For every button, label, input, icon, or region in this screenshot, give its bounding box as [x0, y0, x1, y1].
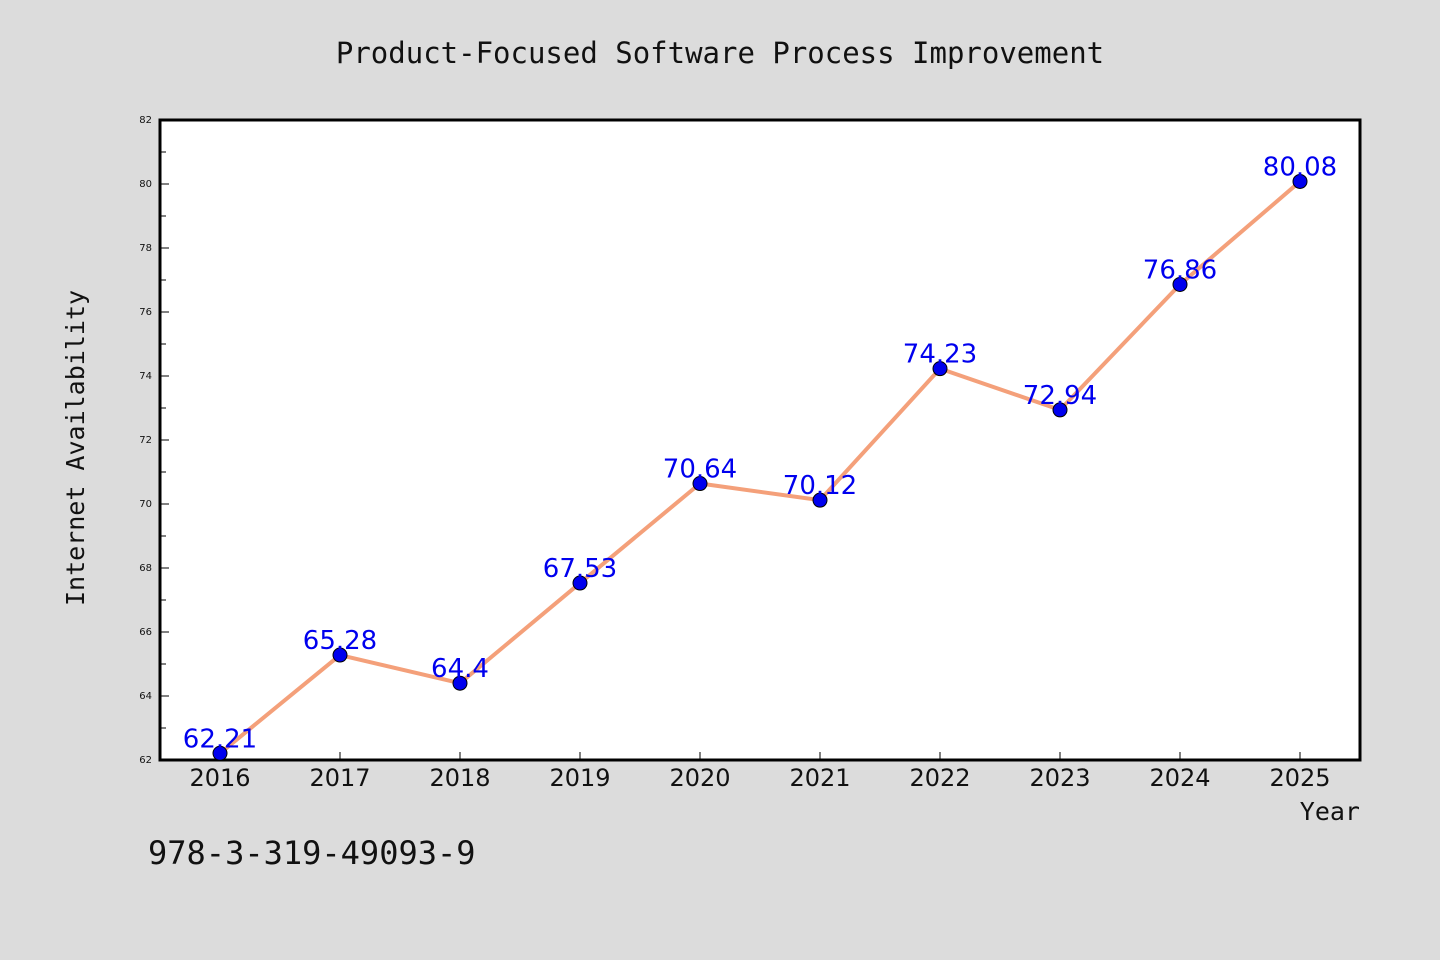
- y-tick-label: 68: [139, 563, 152, 574]
- data-point: [452, 675, 468, 691]
- x-tick-label: 2020: [669, 764, 730, 792]
- x-axis-label: Year: [1300, 797, 1360, 826]
- data-point: [812, 492, 828, 508]
- y-tick-label: 74: [139, 371, 152, 382]
- x-tick-label: 2017: [309, 764, 370, 792]
- data-label: 76.86: [1143, 255, 1217, 285]
- y-tick-label: 78: [139, 243, 152, 254]
- x-tick-label: 2023: [1029, 764, 1090, 792]
- x-axis: 2016 2017 2018 2019 2020 2021 2022 2023 2024 2025: [189, 752, 1331, 792]
- data-label: 72.94: [1023, 381, 1097, 411]
- data-label: 65.28: [303, 626, 377, 656]
- data-point: [1172, 276, 1188, 292]
- y-tick-label: 80: [139, 179, 152, 190]
- y-tick-label: 76: [139, 307, 152, 318]
- y-tick-label: 62: [139, 755, 152, 766]
- y-tick-label: 70: [139, 499, 152, 510]
- y-axis: 62 64 66 68 70 72 74 76 78 80 82: [139, 115, 169, 766]
- series-line-group: [218, 179, 1302, 755]
- x-tick-label: 2018: [429, 764, 490, 792]
- data-point: [932, 361, 948, 377]
- data-label: 64.4: [431, 654, 489, 684]
- data-labels: 62.21 65.28 64.4 67.53 70.64 70.12 74.23 72.94 7…: [183, 152, 1337, 754]
- plot-area: [158, 118, 1362, 762]
- data-label: 70.64: [663, 455, 737, 485]
- data-markers: [212, 173, 1308, 761]
- y-axis-label: Internet Availability: [61, 290, 90, 606]
- y-tick-label: 82: [139, 115, 152, 126]
- x-tick-label: 2024: [1149, 764, 1210, 792]
- data-point: [692, 476, 708, 492]
- x-tick-label: 2022: [909, 764, 970, 792]
- x-tick-label: 2016: [189, 764, 250, 792]
- data-label: 70.12: [783, 471, 857, 501]
- chart-title: Product-Focused Software Process Improve…: [336, 36, 1104, 70]
- x-tick-label: 2025: [1269, 764, 1330, 792]
- data-label: 80.08: [1263, 152, 1337, 182]
- data-label: 74.23: [903, 340, 977, 370]
- y-tick-label: 66: [139, 627, 152, 638]
- data-label: 62.21: [183, 724, 257, 754]
- data-label: 67.53: [543, 554, 617, 584]
- footnote-text: 978-3-319-49093-9: [148, 834, 476, 872]
- data-point: [1292, 173, 1308, 189]
- data-point: [212, 745, 228, 761]
- y-tick-label: 72: [139, 435, 152, 446]
- x-tick-label: 2021: [789, 764, 850, 792]
- x-tick-label: 2019: [549, 764, 610, 792]
- data-point: [1052, 402, 1068, 418]
- data-point: [332, 647, 348, 663]
- y-tick-label: 64: [139, 691, 152, 702]
- data-point: [572, 575, 588, 591]
- series-line: [218, 179, 1302, 755]
